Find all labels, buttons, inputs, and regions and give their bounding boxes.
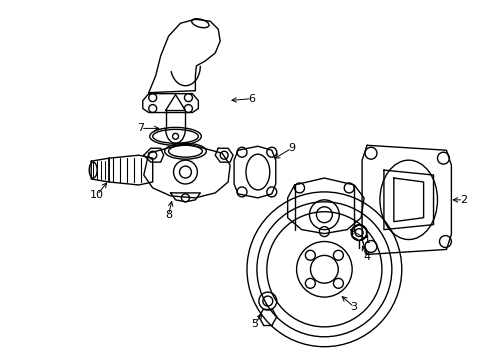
Text: 3: 3 (350, 302, 357, 312)
Text: 9: 9 (287, 143, 295, 153)
Text: 1: 1 (363, 234, 370, 244)
Text: 4: 4 (363, 252, 370, 262)
Text: 5: 5 (251, 319, 258, 329)
Text: 10: 10 (90, 190, 104, 200)
Text: 2: 2 (459, 195, 466, 205)
Text: 6: 6 (248, 94, 255, 104)
Text: 8: 8 (164, 210, 172, 220)
Text: 7: 7 (137, 123, 144, 134)
